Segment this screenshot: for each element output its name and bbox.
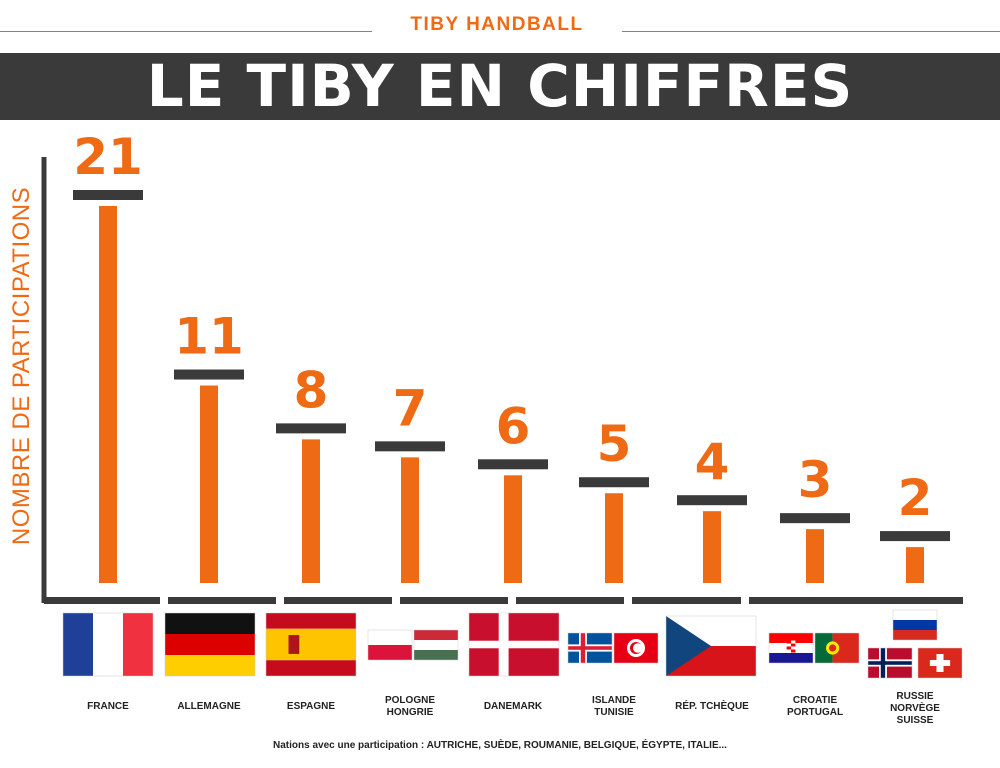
category-name: CROATIE bbox=[792, 695, 838, 706]
bar-cap-7 bbox=[677, 495, 747, 506]
category-name: PORTUGAL bbox=[786, 707, 844, 718]
category-label-3: ESPAGNE bbox=[256, 701, 366, 713]
value-label-5: 6 bbox=[496, 397, 531, 455]
category-label-6: ISLANDE TUNISIE bbox=[559, 695, 669, 719]
category-label-7: RÉP. TCHÈQUE bbox=[657, 701, 767, 713]
bar-cap-4 bbox=[375, 441, 445, 452]
value-label-2: 11 bbox=[174, 308, 244, 366]
category-name: ISLANDE bbox=[592, 695, 636, 706]
category-name: TUNISIE bbox=[594, 707, 634, 718]
norway-flag bbox=[867, 647, 913, 679]
header-rule-left bbox=[0, 31, 372, 32]
category-name: RÉP. TCHÈQUE bbox=[675, 701, 749, 712]
value-label-7: 4 bbox=[695, 433, 730, 491]
value-label-3: 8 bbox=[294, 361, 329, 419]
bar-cap-8 bbox=[780, 513, 850, 524]
category-label-8: CROATIE PORTUGAL bbox=[760, 695, 870, 719]
bar-cap-3 bbox=[276, 423, 346, 434]
category-label-2: ALLEMAGNE bbox=[154, 701, 264, 713]
category-name: ESPAGNE bbox=[286, 701, 336, 712]
bar-4 bbox=[401, 457, 419, 583]
bar-7 bbox=[703, 511, 721, 583]
value-label-9: 2 bbox=[898, 469, 933, 527]
header-rule-right bbox=[622, 31, 1000, 32]
czech-flag bbox=[665, 615, 757, 677]
denmark-flag bbox=[468, 612, 560, 677]
bar-8 bbox=[806, 529, 824, 583]
bar-cap-5 bbox=[478, 459, 548, 470]
germany-flag bbox=[164, 612, 256, 677]
bar-9 bbox=[906, 547, 924, 583]
category-label-9: RUSSIE NORVÈGE SUISSE bbox=[860, 691, 970, 727]
category-name: HONGRIE bbox=[386, 707, 434, 718]
category-name: DANEMARK bbox=[483, 701, 543, 712]
category-label-1: FRANCE bbox=[53, 701, 163, 713]
title-banner: LE TIBY EN CHIFFRES bbox=[0, 53, 1000, 120]
bar-cap-1 bbox=[73, 190, 143, 200]
portugal-flag bbox=[814, 632, 860, 664]
spain-flag bbox=[265, 612, 357, 677]
bar-6 bbox=[605, 493, 623, 583]
bar-1 bbox=[99, 206, 117, 583]
bar-cap-2 bbox=[174, 369, 244, 380]
value-label-6: 5 bbox=[597, 415, 632, 473]
bar-cap-9 bbox=[880, 531, 950, 542]
france-flag bbox=[62, 612, 154, 677]
page-title: LE TIBY EN CHIFFRES bbox=[146, 52, 854, 120]
footnote: Nations avec une participation : AUTRICH… bbox=[273, 740, 727, 751]
bar-cap-6 bbox=[579, 477, 649, 488]
category-name: POLOGNE bbox=[384, 695, 435, 706]
category-name: RUSSIE bbox=[896, 691, 934, 702]
bar-5 bbox=[504, 475, 522, 583]
hungary-flag bbox=[413, 629, 459, 661]
value-label-8: 3 bbox=[798, 451, 833, 509]
brand-name: TIBY HANDBALL bbox=[410, 14, 584, 35]
category-name: NORVÈGE bbox=[890, 703, 940, 714]
category-name: SUISSE bbox=[896, 715, 934, 726]
tunisia-flag bbox=[613, 632, 659, 664]
croatia-flag bbox=[768, 632, 814, 664]
poland-flag bbox=[367, 629, 413, 661]
value-label-1: 21 bbox=[73, 128, 143, 186]
category-name: FRANCE bbox=[87, 701, 129, 712]
bar-3 bbox=[302, 439, 320, 583]
iceland-flag bbox=[567, 632, 613, 664]
bar-2 bbox=[200, 385, 218, 583]
category-label-5: DANEMARK bbox=[458, 701, 568, 713]
russia-flag bbox=[892, 609, 938, 641]
category-label-4: POLOGNE HONGRIE bbox=[355, 695, 465, 719]
category-name: ALLEMAGNE bbox=[177, 701, 241, 712]
value-label-4: 7 bbox=[393, 379, 428, 437]
switzerland-flag bbox=[917, 647, 963, 679]
